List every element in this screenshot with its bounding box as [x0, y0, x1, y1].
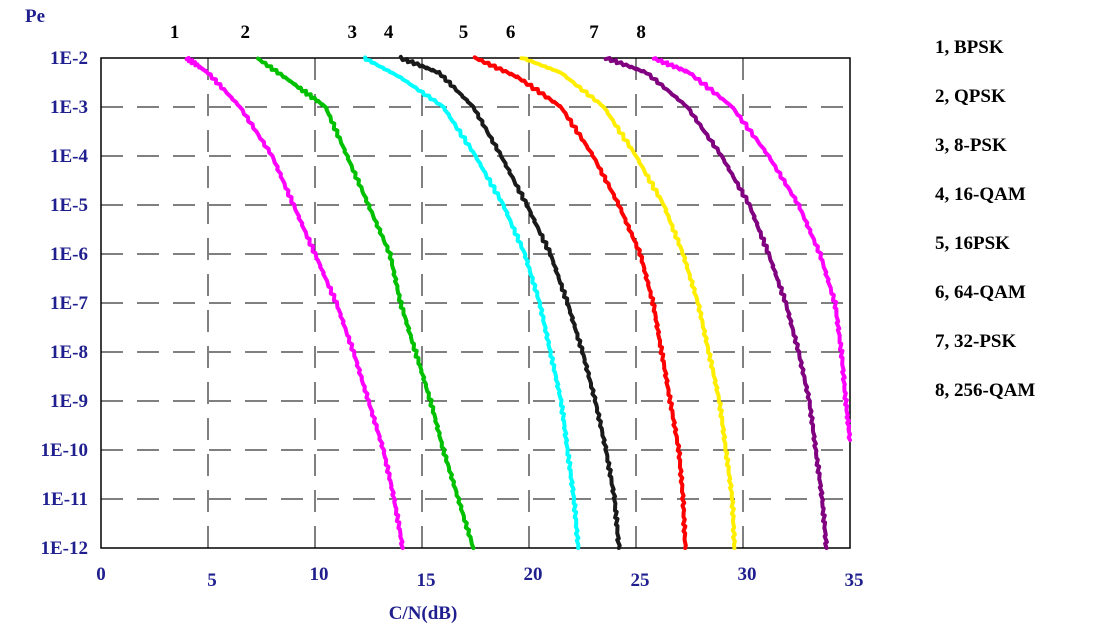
curve-label-4: 4: [384, 22, 394, 43]
x-tick-label: 30: [738, 564, 757, 585]
legend-item: 7, 32-PSK: [935, 331, 1017, 352]
y-tick-label: 1E-12: [41, 538, 89, 559]
series-line-8: [651, 56, 852, 442]
x-tick-label: 25: [631, 570, 650, 591]
curve-label-8: 8: [636, 22, 646, 43]
series-line-1: [184, 56, 405, 550]
x-tick-label: 20: [524, 564, 543, 585]
curve-label-5: 5: [459, 22, 469, 43]
y-tick-label: 1E-6: [50, 244, 88, 265]
y-axis-title: Pe: [25, 6, 45, 27]
y-tick-label: 1E-11: [42, 489, 88, 510]
curve-label-6: 6: [506, 22, 516, 43]
legend: 1, BPSK 2, QPSK 3, 8-PSK 4, 16-QAM 5, 16PSK 6…: [935, 37, 1035, 401]
series-line-4: [398, 54, 622, 550]
x-tick-label: 35: [845, 570, 864, 591]
y-tick-label: 1E-4: [50, 146, 89, 167]
y-tick-label: 1E-7: [50, 293, 89, 314]
curve-label-1: 1: [170, 22, 180, 43]
y-tick-label: 1E-2: [50, 48, 88, 69]
legend-item: 6, 64-QAM: [935, 282, 1026, 303]
grid: [101, 58, 850, 548]
x-tick-label: 15: [417, 570, 436, 591]
y-tick-label: 1E-9: [50, 391, 88, 412]
series-line-6: [519, 56, 737, 550]
legend-item: 8, 256-QAM: [935, 380, 1035, 401]
x-tick-label: 5: [207, 570, 217, 591]
y-tick-label: 1E-8: [50, 342, 88, 363]
legend-item: 3, 8-PSK: [935, 135, 1007, 156]
series-line-3: [363, 55, 581, 550]
curve-label-2: 2: [240, 22, 250, 43]
legend-item: 5, 16PSK: [935, 233, 1010, 254]
y-tick-label: 1E-5: [50, 195, 88, 216]
x-tick-labels: 0 5 10 15 20 25 30 35: [96, 564, 863, 591]
series-layer: [184, 54, 852, 550]
y-tick-label: 1E-3: [50, 97, 88, 118]
legend-item: 2, QPSK: [935, 86, 1006, 107]
curve-label-7: 7: [589, 22, 599, 43]
legend-item: 1, BPSK: [935, 37, 1004, 58]
curve-label-3: 3: [347, 22, 357, 43]
series-line-2: [256, 56, 476, 550]
x-tick-label: 0: [96, 564, 106, 585]
series-line-5: [472, 55, 688, 550]
series-line-7: [603, 56, 829, 550]
x-tick-label: 10: [310, 564, 329, 585]
x-axis-title: C/N(dB): [389, 603, 458, 624]
legend-item: 4, 16-QAM: [935, 184, 1026, 205]
y-tick-label: 1E-10: [41, 440, 89, 461]
y-tick-labels: 1E-2 1E-3 1E-4 1E-5 1E-6 1E-7 1E-8 1E-9 1E-10 1E-…: [41, 48, 89, 559]
curve-labels: 1 2 3 4 5 6 7 8: [170, 22, 646, 43]
